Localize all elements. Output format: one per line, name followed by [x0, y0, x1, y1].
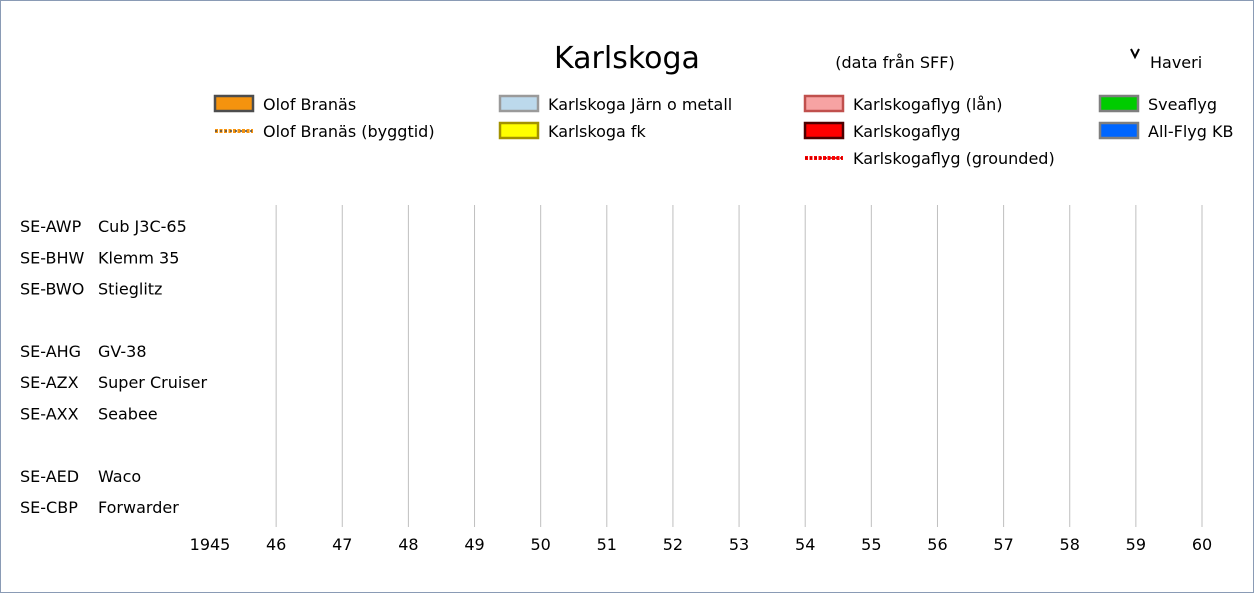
aircraft-type: Super Cruiser: [98, 373, 207, 392]
aircraft-type: Stieglitz: [98, 280, 162, 299]
aircraft-type: GV-38: [98, 342, 147, 361]
legend-label: Olof Branäs (byggtid): [263, 122, 435, 141]
legend-swatch: [498, 121, 540, 140]
chart-subtitle: (data från SFF): [835, 53, 954, 72]
x-tick-label: 1945: [190, 535, 231, 554]
x-tick-label: 55: [861, 535, 881, 554]
x-tick-label: 50: [530, 535, 550, 554]
x-tick-label: 48: [398, 535, 418, 554]
aircraft-type: Forwarder: [98, 498, 179, 517]
aircraft-type: Seabee: [98, 405, 158, 424]
aircraft-registration: SE-AED: [20, 467, 79, 486]
legend-item-fk: Karlskoga fk: [498, 121, 647, 141]
legend-swatch: [803, 121, 845, 140]
legend: Olof Branäs Olof Branäs (byggtid) Karlskog…: [213, 94, 1233, 168]
legend-label: Karlskogaflyg: [853, 122, 961, 141]
aircraft-registration: SE-CBP: [20, 498, 78, 517]
crash-key: Haveri: [1130, 48, 1202, 72]
legend-item-flyg_gr: Karlskogaflyg (grounded): [805, 149, 1055, 168]
x-tick-label: 58: [1060, 535, 1080, 554]
legend-item-branas: Olof Branäs: [213, 94, 356, 114]
chart-title: Karlskoga: [554, 41, 700, 76]
aircraft-registration: SE-BHW: [20, 248, 84, 267]
legend-label: Karlskogaflyg (grounded): [853, 149, 1055, 168]
x-tick-label: 56: [927, 535, 947, 554]
legend-swatch: [1098, 121, 1140, 140]
crash-key-label: Haveri: [1150, 53, 1202, 72]
legend-item-svea: Sveaflyg: [1098, 94, 1217, 114]
crash-key-icon: [1130, 48, 1140, 60]
aircraft-type: Cub J3C-65: [98, 217, 187, 236]
x-tick-label: 51: [597, 535, 617, 554]
x-tick-label: 57: [993, 535, 1013, 554]
x-tick-label: 53: [729, 535, 749, 554]
legend-label: Karlskoga fk: [548, 122, 647, 141]
x-tick-label: 54: [795, 535, 815, 554]
legend-swatch: [213, 94, 255, 113]
legend-swatch: [498, 94, 540, 113]
legend-item-branas_build: Olof Branäs (byggtid): [215, 122, 435, 141]
aircraft-registration: SE-BWO: [20, 280, 84, 299]
aircraft-registration: SE-AZX: [20, 373, 79, 392]
aircraft-registration: SE-AXX: [20, 405, 79, 424]
grid-lines: [275, 205, 1203, 527]
legend-label: Olof Branäs: [263, 95, 356, 114]
aircraft-type: Klemm 35: [98, 248, 179, 267]
x-tick-label: 49: [464, 535, 484, 554]
x-tick-label: 59: [1126, 535, 1146, 554]
legend-label: Karlskoga Järn o metall: [548, 95, 732, 114]
x-axis-ticks: 1945 46 47 48 49 50 51 52 53 54 55 56 57 58 59 60: [190, 535, 1213, 554]
legend-item-flyg_lan: Karlskogaflyg (lån): [803, 94, 1002, 114]
x-tick-label: 52: [663, 535, 683, 554]
legend-label: Sveaflyg: [1148, 95, 1217, 114]
legend-label: Karlskogaflyg (lån): [853, 95, 1002, 114]
legend-label: All-Flyg KB: [1148, 122, 1233, 141]
aircraft-type: Waco: [98, 467, 141, 486]
x-tick-label: 46: [266, 535, 286, 554]
legend-item-flyg: Karlskogaflyg: [803, 121, 961, 141]
legend-swatch: [803, 94, 845, 113]
aircraft-registration: SE-AHG: [20, 342, 81, 361]
legend-item-jarn: Karlskoga Järn o metall: [498, 94, 732, 114]
x-tick-label: 60: [1192, 535, 1212, 554]
x-tick-label: 47: [332, 535, 352, 554]
aircraft-registration: SE-AWP: [20, 217, 82, 236]
row-labels: SE-AWP Cub J3C-65 SE-BHW Klemm 35 SE-BWO Stie…: [20, 217, 207, 517]
legend-item-allflyg: All-Flyg KB: [1098, 121, 1233, 141]
legend-swatch: [1098, 94, 1140, 113]
